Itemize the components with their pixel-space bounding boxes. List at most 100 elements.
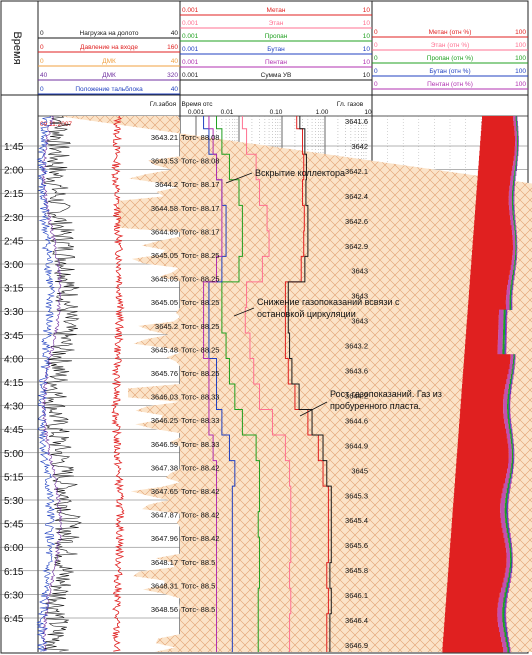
gas-depth-label: 3643 xyxy=(351,317,368,326)
rel-bar-Метан xyxy=(461,389,505,395)
rel-bar-Пентан xyxy=(511,304,513,310)
rel-bar-Метан xyxy=(480,135,515,142)
rel-bar-Бутан xyxy=(507,498,508,504)
rel-bar-Пропан xyxy=(512,185,514,191)
rel-bar-Метан xyxy=(466,319,499,325)
param-header-min: 0 xyxy=(40,30,44,37)
rel-bar-Метан xyxy=(466,324,499,330)
rel-bar-Метан xyxy=(474,220,511,226)
rel-bar-Пропан xyxy=(504,513,507,519)
time-label: 2:30 xyxy=(4,213,24,224)
gas-depth-label: 3642 xyxy=(351,142,368,151)
rel-bar-Этан xyxy=(512,235,516,241)
rel-bar-Этан xyxy=(500,632,505,638)
rel-bar-Пропан xyxy=(503,324,506,330)
rel-bar-Пропан xyxy=(512,364,514,370)
rel-bar-Метан xyxy=(455,473,507,479)
rel-bar-Метан xyxy=(477,170,512,176)
rel-bar-Пропан xyxy=(511,443,513,449)
rel-bar-Метан xyxy=(469,289,507,296)
rel-bar-Этан xyxy=(510,175,514,181)
rel-bar-Пентан xyxy=(515,225,517,231)
rel-bar-Бутан xyxy=(514,264,516,271)
rel-bar-Пентан xyxy=(508,637,509,643)
annotation-arrow xyxy=(233,307,255,317)
rel-bar-Этан xyxy=(499,592,505,598)
rel-bar-Пентан xyxy=(509,527,510,534)
gas-scale-tick: 0.001 xyxy=(188,109,205,116)
rel-bar-Этан xyxy=(497,617,503,623)
gas-header-min: 0.001 xyxy=(182,72,199,79)
rel-bar-Бутан xyxy=(514,354,516,360)
rel-bar-Пропан xyxy=(511,463,513,469)
rel-bar-Метан xyxy=(480,130,515,137)
rel-bar-Метан xyxy=(456,453,509,459)
rel-bar-Бутан xyxy=(509,577,510,583)
rel-bar-Этан xyxy=(498,622,503,628)
rel-bar-Пентан xyxy=(511,547,513,554)
rel-bar-Метан xyxy=(458,428,506,435)
rel-bar-Этан xyxy=(511,170,515,176)
rel-bar-Метан xyxy=(468,294,507,301)
rel-bar-Этан xyxy=(506,428,510,435)
rel-bar-Этан xyxy=(498,314,504,320)
rel-bar-Метан xyxy=(460,398,504,405)
ots-label: Тотс- 88.42 xyxy=(181,511,219,520)
gas-series-Пропан xyxy=(216,116,261,652)
param-header-min: 0 xyxy=(40,58,44,65)
rel-bar-Пропан xyxy=(514,225,516,231)
rel-bar-Метан xyxy=(450,532,504,539)
rel-bar-Пентан xyxy=(506,324,507,330)
rel-bar-Метан xyxy=(466,329,499,335)
param-header-max: 40 xyxy=(171,58,179,65)
ots-scale-label: Время отс xyxy=(182,101,214,108)
rel-bar-Этан xyxy=(509,205,513,211)
rel-bar-Бутан xyxy=(511,284,513,291)
rel-bar-Пропан xyxy=(507,408,509,415)
rel-bar-Этан xyxy=(498,319,504,325)
rel-bar-Этан xyxy=(505,542,510,549)
rel-bar-Пентан xyxy=(513,190,515,196)
rel-bar-Пропан xyxy=(509,567,511,573)
rel-bar-Пентан xyxy=(516,235,518,241)
rel-bar-Пропан xyxy=(505,493,508,499)
gas-header-name: Бутан xyxy=(267,46,285,53)
rel-bar-Бутан xyxy=(512,463,514,469)
gas-depth-scale-label: Гл. газов xyxy=(337,101,364,108)
rel-bar-Пентан xyxy=(513,463,514,469)
rel-bar-Пропан xyxy=(509,428,511,435)
rel-bar-Пропан xyxy=(512,205,514,211)
rel-bar-Метан xyxy=(463,369,509,375)
param-header-name: Давление на входе xyxy=(80,44,138,51)
rel-bar-Пентан xyxy=(506,309,508,315)
rel-bar-Пропан xyxy=(508,537,510,544)
rel-bar-Метан xyxy=(469,284,508,291)
rel-bar-Бутан xyxy=(512,279,514,286)
rel-bar-Бутан xyxy=(516,240,517,246)
rel-bar-Пропан xyxy=(502,339,505,345)
depth-label: 3643.21 xyxy=(151,133,178,142)
rel-bar-Пропан xyxy=(502,349,505,355)
ots-label: Тотс- 88.17 xyxy=(181,180,219,189)
param-header-name: ДМК xyxy=(102,72,116,79)
rel-bar-Бутан xyxy=(513,364,515,370)
gas-header-name: Метан xyxy=(267,7,286,14)
annotation-circulation: Снижение газопоказаний всвязи с xyxy=(257,297,400,307)
time-label: 4:45 xyxy=(4,425,24,436)
rel-bar-Этан xyxy=(501,587,506,593)
rel-bar-Этан xyxy=(504,389,509,395)
rel-bar-Бутан xyxy=(516,245,517,251)
rel-header-max: 100 xyxy=(515,42,526,49)
rel-bar-Пропан xyxy=(516,150,518,157)
rel-bar-Бутан xyxy=(506,592,508,598)
rel-bar-Бутан xyxy=(508,582,509,588)
rel-bar-Этан xyxy=(503,577,508,583)
rel-bar-Бутан xyxy=(508,408,510,415)
rel-bar-Этан xyxy=(508,453,512,459)
rel-bar-Этан xyxy=(500,508,505,514)
annotation-growth-2: пробуренного пласта. xyxy=(330,401,421,411)
inlet-pressure-curve xyxy=(110,115,125,652)
rel-bar-Пентан xyxy=(512,433,513,439)
time-label: 4:00 xyxy=(4,354,24,365)
rel-bar-Пропан xyxy=(517,145,518,152)
